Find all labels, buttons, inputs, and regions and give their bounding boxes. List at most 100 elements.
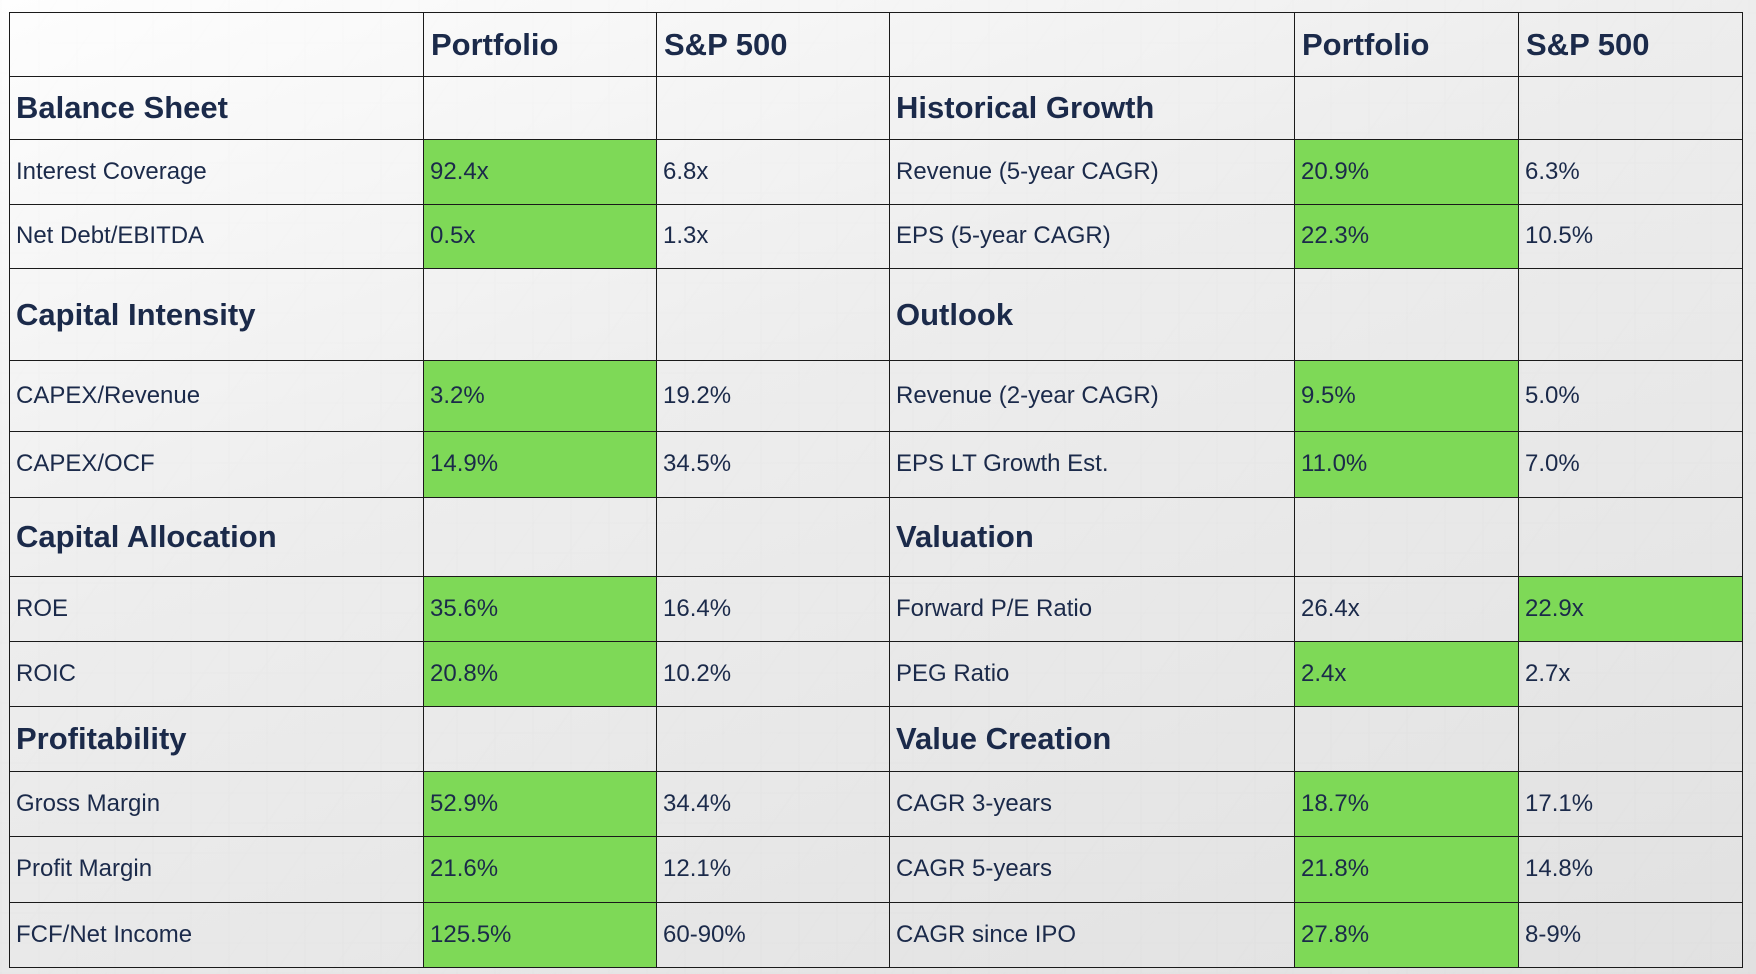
- portfolio-value-right: 2.4x: [1294, 640, 1519, 707]
- portfolio-value-left: 21.6%: [423, 836, 657, 903]
- section-title-right: Value Creation: [889, 705, 1295, 773]
- header-empty-right: [889, 11, 1295, 78]
- table-row: CAPEX/OCF 14.9% 34.5% EPS LT Growth Est. 11.…: [9, 430, 1743, 498]
- table-row: Profit Margin 21.6% 12.1% CAGR 5-years 21.8%…: [9, 836, 1743, 903]
- table-row: Net Debt/EBITDA 0.5x 1.3x EPS (5-year CAGR)…: [9, 203, 1743, 270]
- portfolio-value-right: 18.7%: [1294, 771, 1519, 838]
- section-empty-cell: [656, 76, 890, 140]
- portfolio-value-left: 20.8%: [423, 640, 657, 707]
- section-empty-cell: [423, 705, 657, 773]
- metric-label-right: EPS LT Growth Est.: [889, 430, 1295, 498]
- section-empty-cell: [1518, 76, 1743, 140]
- section-empty-cell: [1294, 268, 1519, 362]
- metric-label-right: PEG Ratio: [889, 640, 1295, 707]
- sp500-value-right: 6.3%: [1518, 138, 1743, 205]
- metric-label-right: CAGR since IPO: [889, 901, 1295, 969]
- section-empty-cell: [656, 268, 890, 362]
- metric-label-left: CAPEX/OCF: [9, 430, 424, 498]
- portfolio-value-left: 3.2%: [423, 360, 657, 432]
- section-title-left: Balance Sheet: [9, 76, 424, 140]
- header-empty-left: [9, 11, 424, 78]
- section-empty-cell: [423, 268, 657, 362]
- section-empty-cell: [1518, 268, 1743, 362]
- sp500-value-right: 8-9%: [1518, 901, 1743, 969]
- metric-label-left: Profit Margin: [9, 836, 424, 903]
- metric-label-left: ROE: [9, 576, 424, 642]
- portfolio-value-right: 22.3%: [1294, 203, 1519, 270]
- metric-label-right: Forward P/E Ratio: [889, 576, 1295, 642]
- section-empty-cell: [423, 496, 657, 578]
- sp500-value-right: 7.0%: [1518, 430, 1743, 498]
- metric-label-left: ROIC: [9, 640, 424, 707]
- table-row: ROE 35.6% 16.4% Forward P/E Ratio 26.4x 22.9x: [9, 576, 1743, 642]
- metric-label-left: CAPEX/Revenue: [9, 360, 424, 432]
- table-row: Interest Coverage 92.4x 6.8x Revenue (5-yea…: [9, 138, 1743, 205]
- section-row: Profitability Value Creation: [9, 705, 1743, 773]
- section-empty-cell: [1294, 496, 1519, 578]
- metric-label-left: Interest Coverage: [9, 138, 424, 205]
- metric-label-right: CAGR 5-years: [889, 836, 1295, 903]
- portfolio-value-right: 27.8%: [1294, 901, 1519, 969]
- section-title-right: Valuation: [889, 496, 1295, 578]
- portfolio-value-left: 35.6%: [423, 576, 657, 642]
- header-sp500-left: S&P 500: [656, 11, 890, 78]
- header-row: Portfolio S&P 500 Portfolio S&P 500: [9, 11, 1743, 78]
- table-row: ROIC 20.8% 10.2% PEG Ratio 2.4x 2.7x: [9, 640, 1743, 707]
- portfolio-value-right: 20.9%: [1294, 138, 1519, 205]
- table-row: FCF/Net Income 125.5% 60-90% CAGR since IPO…: [9, 901, 1743, 969]
- sp500-value-right: 5.0%: [1518, 360, 1743, 432]
- section-empty-cell: [1518, 705, 1743, 773]
- section-empty-cell: [1294, 705, 1519, 773]
- comparison-table-body: Portfolio S&P 500 Portfolio S&P 500 Bala…: [9, 11, 1743, 969]
- metric-label-right: CAGR 3-years: [889, 771, 1295, 838]
- sp500-value-right: 10.5%: [1518, 203, 1743, 270]
- portfolio-value-left: 125.5%: [423, 901, 657, 969]
- portfolio-value-left: 0.5x: [423, 203, 657, 270]
- sp500-value-right: 17.1%: [1518, 771, 1743, 838]
- section-row: Capital Allocation Valuation: [9, 496, 1743, 578]
- sp500-value-right: 2.7x: [1518, 640, 1743, 707]
- sp500-value-right: 22.9x: [1518, 576, 1743, 642]
- section-empty-cell: [656, 705, 890, 773]
- section-empty-cell: [423, 76, 657, 140]
- section-row: Capital Intensity Outlook: [9, 268, 1743, 362]
- sp500-value-left: 16.4%: [656, 576, 890, 642]
- table-row: CAPEX/Revenue 3.2% 19.2% Revenue (2-year CA…: [9, 360, 1743, 432]
- table-row: Gross Margin 52.9% 34.4% CAGR 3-years 18.7% 1…: [9, 771, 1743, 838]
- metric-label-left: Net Debt/EBITDA: [9, 203, 424, 270]
- metric-label-right: Revenue (2-year CAGR): [889, 360, 1295, 432]
- sp500-value-left: 60-90%: [656, 901, 890, 969]
- portfolio-value-left: 92.4x: [423, 138, 657, 205]
- portfolio-value-left: 14.9%: [423, 430, 657, 498]
- section-empty-cell: [1518, 496, 1743, 578]
- header-portfolio-right: Portfolio: [1294, 11, 1519, 78]
- sp500-value-left: 1.3x: [656, 203, 890, 270]
- metric-label-left: FCF/Net Income: [9, 901, 424, 969]
- header-portfolio-left: Portfolio: [423, 11, 657, 78]
- sp500-value-left: 34.5%: [656, 430, 890, 498]
- section-title-right: Outlook: [889, 268, 1295, 362]
- sp500-value-left: 6.8x: [656, 138, 890, 205]
- portfolio-value-right: 26.4x: [1294, 576, 1519, 642]
- comparison-table: Portfolio S&P 500 Portfolio S&P 500 Bala…: [9, 11, 1743, 969]
- metric-label-right: Revenue (5-year CAGR): [889, 138, 1295, 205]
- section-empty-cell: [1294, 76, 1519, 140]
- metric-label-left: Gross Margin: [9, 771, 424, 838]
- sp500-value-left: 10.2%: [656, 640, 890, 707]
- section-title-right: Historical Growth: [889, 76, 1295, 140]
- section-title-left: Capital Allocation: [9, 496, 424, 578]
- section-title-left: Profitability: [9, 705, 424, 773]
- section-empty-cell: [656, 496, 890, 578]
- portfolio-value-right: 9.5%: [1294, 360, 1519, 432]
- sp500-value-right: 14.8%: [1518, 836, 1743, 903]
- metric-label-right: EPS (5-year CAGR): [889, 203, 1295, 270]
- portfolio-value-right: 21.8%: [1294, 836, 1519, 903]
- portfolio-value-left: 52.9%: [423, 771, 657, 838]
- section-title-left: Capital Intensity: [9, 268, 424, 362]
- sp500-value-left: 12.1%: [656, 836, 890, 903]
- section-row: Balance Sheet Historical Growth: [9, 76, 1743, 140]
- sp500-value-left: 34.4%: [656, 771, 890, 838]
- sp500-value-left: 19.2%: [656, 360, 890, 432]
- portfolio-value-right: 11.0%: [1294, 430, 1519, 498]
- header-sp500-right: S&P 500: [1518, 11, 1743, 78]
